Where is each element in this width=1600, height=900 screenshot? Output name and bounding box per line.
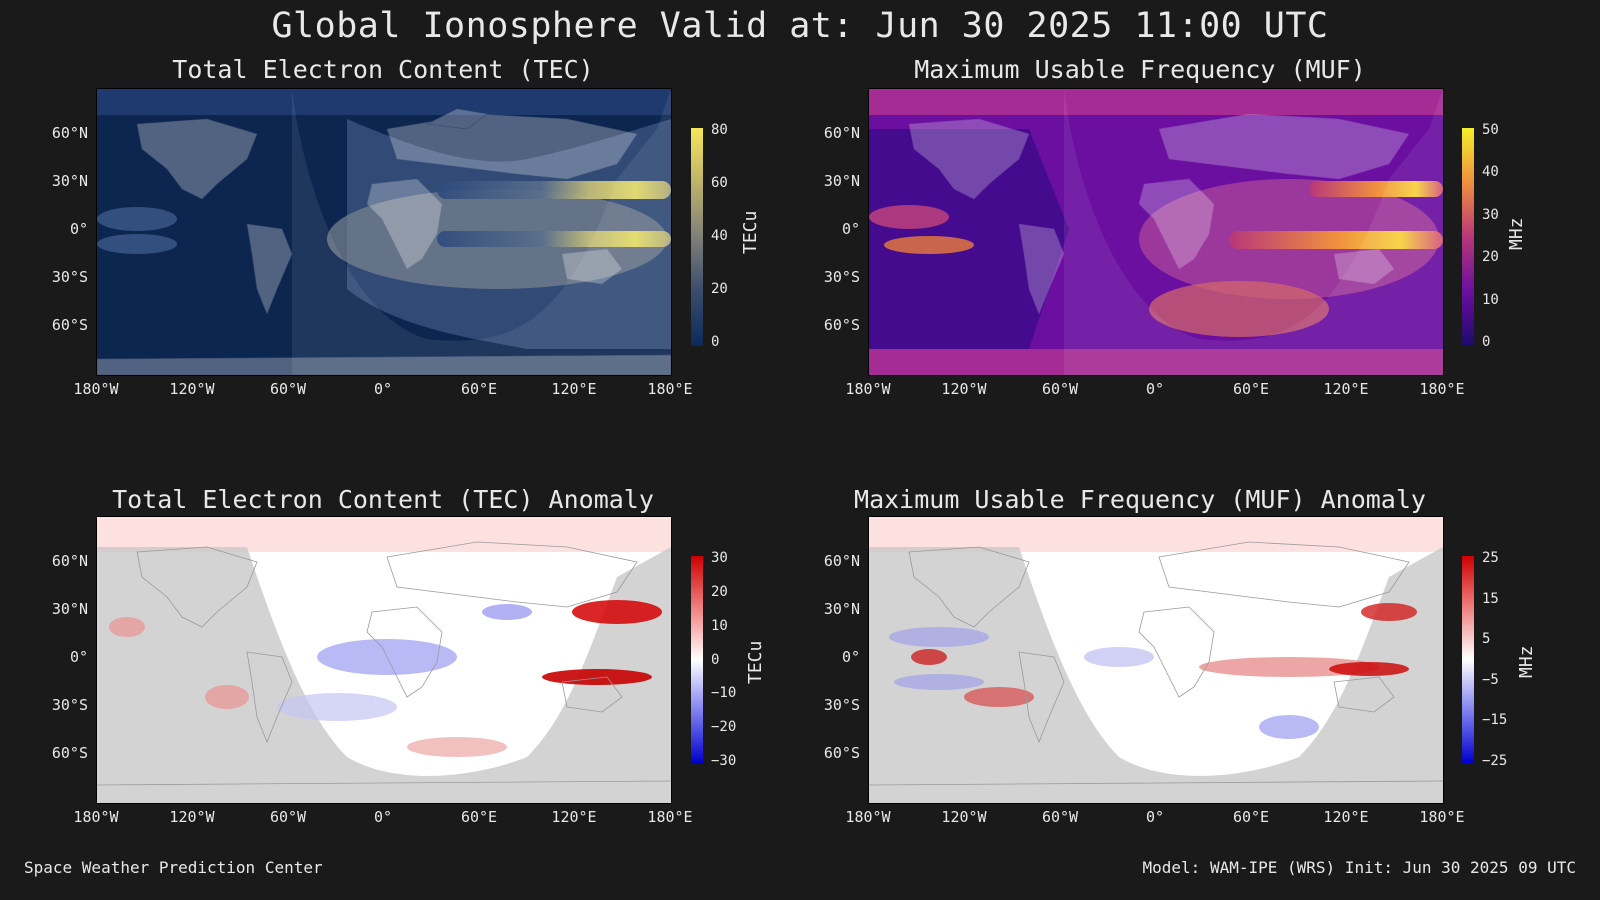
colorbar-tick-label: 60 (711, 175, 728, 191)
colorbar-tick-label: 80 (711, 122, 728, 138)
colorbar-tick-label: 40 (1482, 164, 1499, 181)
map-muf-anomaly (868, 516, 1444, 804)
lat-label: 30°S (51, 696, 88, 714)
panel-title-tec-anomaly: Total Electron Content (TEC) Anomaly (112, 485, 654, 514)
lon-label: 60°E (1232, 380, 1270, 398)
lon-label: 120°W (941, 808, 987, 826)
colorbar-tick-label: 50 (1482, 122, 1499, 138)
lon-label: 120°E (551, 808, 597, 826)
lon-label: 60°W (269, 380, 307, 398)
colorbar-muf-anomaly (1462, 556, 1474, 763)
lon-label: 0° (373, 380, 393, 398)
lat-label: 30°N (51, 172, 88, 190)
footer-credit: Space Weather Prediction Center (24, 858, 323, 877)
lon-label: 180°W (845, 808, 891, 826)
lon-label: 60°E (460, 380, 498, 398)
lon-label: 120°W (169, 380, 215, 398)
colorbar-tick-label: 15 (1482, 590, 1499, 607)
colorbar-tick-label: 10 (711, 617, 728, 634)
lat-label: 60°N (51, 124, 88, 142)
map-muf (868, 88, 1444, 376)
colorbar-tick-label: 0 (711, 334, 720, 350)
colorbar-tick-label: 40 (711, 228, 728, 244)
colorbar-tick-label: 20 (1482, 249, 1499, 266)
lat-label: 60°S (823, 744, 860, 762)
lon-label: 180°W (73, 808, 119, 826)
page-title: Global Ionosphere Valid at: Jun 30 2025 … (271, 6, 1329, 46)
lon-label: 60°E (1232, 808, 1270, 826)
colorbar-tick-label: −20 (711, 719, 737, 736)
lat-label: 30°N (823, 600, 860, 618)
colorbar-unit-tec: TECu (740, 210, 761, 254)
lat-label: 60°S (823, 316, 860, 334)
lon-label: 120°W (169, 808, 215, 826)
lon-label: 180°E (1419, 380, 1465, 398)
colorbar-tick-label: 20 (711, 583, 728, 600)
lat-label: 60°N (51, 552, 88, 570)
lon-label: 60°W (269, 808, 307, 826)
colorbar-tick-label: 10 (1482, 291, 1499, 308)
colorbar-tick-label: −5 (1482, 671, 1499, 688)
lon-label: 60°W (1041, 380, 1079, 398)
panel-title-muf-anomaly: Maximum Usable Frequency (MUF) Anomaly (854, 485, 1426, 514)
map-tec-anomaly (96, 516, 672, 804)
lon-label: 0° (1145, 808, 1165, 826)
colorbar-tick-label: −30 (711, 753, 737, 769)
lat-label: 30°N (51, 600, 88, 618)
lon-label: 180°E (647, 808, 693, 826)
lon-label: 180°E (647, 380, 693, 398)
colorbar-tick-label: 30 (711, 550, 728, 566)
colorbar-tick-label: 0 (711, 651, 720, 668)
lat-label: 30°N (823, 172, 860, 190)
colorbar-tick-label: 25 (1482, 550, 1499, 566)
colorbar-tick-label: −25 (1482, 753, 1508, 769)
lat-label: 0° (841, 220, 860, 238)
lat-label: 0° (69, 648, 88, 666)
colorbar-tick-label: −15 (1482, 712, 1508, 729)
panel-title-muf: Maximum Usable Frequency (MUF) (914, 55, 1366, 84)
map-tec (96, 88, 672, 376)
colorbar-unit-muf-anomaly: MHz (1516, 645, 1537, 678)
lat-label: 30°S (823, 696, 860, 714)
lat-label: 30°S (823, 268, 860, 286)
panel-title-tec: Total Electron Content (TEC) (172, 55, 594, 84)
colorbar-muf (1462, 128, 1474, 346)
lat-label: 60°N (823, 552, 860, 570)
colorbar-tec (691, 128, 703, 346)
footer-model-info: Model: WAM-IPE (WRS) Init: Jun 30 2025 0… (1142, 858, 1576, 877)
colorbar-unit-muf: MHz (1506, 217, 1527, 250)
colorbar-unit-tec-anomaly: TECu (745, 640, 766, 684)
lat-label: 0° (841, 648, 860, 666)
colorbar-tick-label: 5 (1482, 631, 1491, 648)
lat-label: 30°S (51, 268, 88, 286)
lon-label: 60°W (1041, 808, 1079, 826)
colorbar-tick-label: −10 (711, 685, 737, 702)
lon-label: 120°E (1323, 380, 1369, 398)
lat-label: 60°N (823, 124, 860, 142)
colorbar-tec-anomaly (691, 556, 703, 763)
lon-label: 0° (373, 808, 393, 826)
colorbar-tick-label: 0 (1482, 334, 1491, 350)
lon-label: 180°W (845, 380, 891, 398)
lat-label: 60°S (51, 744, 88, 762)
lon-label: 120°E (1323, 808, 1369, 826)
lon-label: 60°E (460, 808, 498, 826)
lat-label: 0° (69, 220, 88, 238)
colorbar-tick-label: 20 (711, 281, 728, 297)
colorbar-tick-label: 30 (1482, 206, 1499, 223)
lon-label: 180°E (1419, 808, 1465, 826)
lat-label: 60°S (51, 316, 88, 334)
lon-label: 180°W (73, 380, 119, 398)
lon-label: 120°W (941, 380, 987, 398)
lon-label: 120°E (551, 380, 597, 398)
lon-label: 0° (1145, 380, 1165, 398)
